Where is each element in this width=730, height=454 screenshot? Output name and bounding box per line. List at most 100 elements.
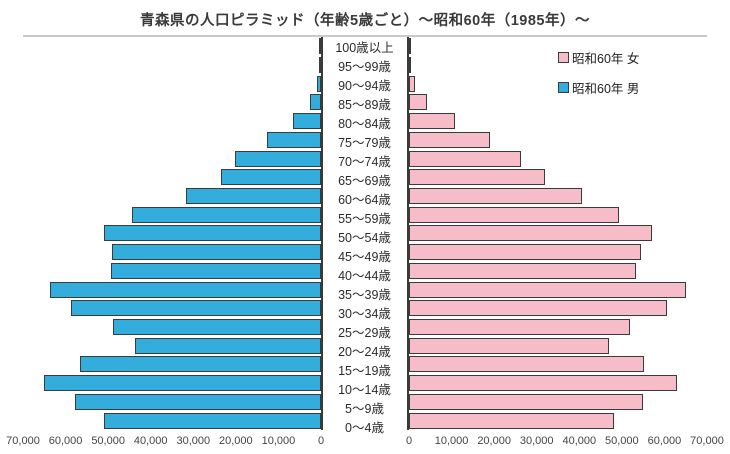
male-bar <box>131 206 321 223</box>
age-group-label: 40～44歳 <box>338 269 391 283</box>
pyramid-row-male <box>23 149 321 168</box>
pyramid-row-female <box>409 411 707 430</box>
male-bar <box>104 225 321 242</box>
female-bar <box>409 150 521 167</box>
female-bar <box>409 393 644 410</box>
pyramid-row-female <box>409 74 707 93</box>
pyramid-row-female <box>409 56 707 75</box>
female-bar <box>409 319 631 336</box>
x-axis-tick-label-right: 30,000 <box>519 435 554 447</box>
male-bar <box>134 337 321 354</box>
x-axis-tick-label-left: 10,000 <box>261 435 296 447</box>
pyramid-row-male <box>23 393 321 412</box>
x-axis-tick-label-right: 70,000 <box>690 435 724 447</box>
pyramid-row-female <box>409 355 707 374</box>
pyramid-row-male <box>23 336 321 355</box>
x-axis-tick-label-right: 50,000 <box>605 435 639 447</box>
age-group-label: 45～49歳 <box>338 250 391 264</box>
x-axis-tick-label-right: 20,000 <box>477 435 511 447</box>
male-bar <box>49 281 321 298</box>
pyramid-row-female <box>409 262 707 281</box>
age-group-label: 80～84歳 <box>338 117 391 131</box>
pyramid-row-male <box>23 56 321 75</box>
pyramid-row-female <box>409 280 707 299</box>
pyramid-row-male <box>23 168 321 187</box>
pyramid-row-female <box>409 318 707 337</box>
age-group-label: 65～69歳 <box>338 174 391 188</box>
chart-title: 青森県の人口ピラミッド（年齢5歳ごと）～昭和60年（1985年）～ <box>140 13 590 29</box>
pyramid-row-female <box>409 336 707 355</box>
male-bar <box>112 319 321 336</box>
x-axis-tick-label-left: 50,000 <box>91 435 125 447</box>
pyramid-row-female <box>409 187 707 206</box>
pyramid-row-female <box>409 224 707 243</box>
pyramid-row-male <box>23 205 321 224</box>
pyramid-row-female <box>409 112 707 131</box>
male-bar <box>74 393 321 410</box>
age-group-label: 100歳以上 <box>335 41 394 55</box>
age-group-label: 60～64歳 <box>338 193 391 207</box>
age-labels-column: 100歳以上 95～99歳 90～94歳 85～89歳 80～84歳 75～79歳 70～7… <box>322 37 407 435</box>
male-bars-panel <box>23 37 321 430</box>
age-group-label: 30～34歳 <box>338 307 391 321</box>
plot-top-border <box>23 35 707 37</box>
female-zero-axis-line <box>407 37 409 430</box>
male-bar <box>111 244 321 261</box>
female-bar <box>409 206 620 223</box>
legend: 昭和60年 女 昭和60年 男 <box>558 51 639 111</box>
pyramid-row-male <box>23 374 321 393</box>
pyramid-row-female <box>409 374 707 393</box>
female-swatch-icon <box>558 52 569 63</box>
age-group-label: 35～39歳 <box>338 288 391 302</box>
age-group-label: 50～54歳 <box>338 231 391 245</box>
female-bar <box>409 131 491 148</box>
female-bars-panel <box>409 37 707 430</box>
x-axis-tick-label-left: 60,000 <box>48 435 83 447</box>
male-bar <box>319 57 321 74</box>
legend-label-female: 昭和60年 女 <box>572 52 640 66</box>
pyramid-row-male <box>23 93 321 112</box>
male-bar <box>310 94 321 111</box>
female-bar <box>409 337 609 354</box>
age-group-label: 90～94歳 <box>338 79 391 93</box>
female-bar <box>409 113 455 130</box>
female-bar <box>409 169 545 186</box>
x-axis-tick-label-right: 10,000 <box>434 435 469 447</box>
age-group-label: 10～14歳 <box>338 383 391 397</box>
female-bar <box>409 262 637 279</box>
male-bar <box>293 113 321 130</box>
male-bar <box>80 356 321 373</box>
pyramid-row-female <box>409 205 707 224</box>
female-bar <box>409 75 415 92</box>
pyramid-row-male <box>23 37 321 56</box>
male-zero-axis-line <box>321 37 323 430</box>
female-bar <box>409 375 677 392</box>
pyramid-row-female <box>409 168 707 187</box>
male-bar <box>103 412 321 429</box>
age-group-label: 70～74歳 <box>338 155 391 169</box>
age-group-label: 5～9歳 <box>345 402 384 416</box>
x-axis-tick-label-left: 0 <box>317 435 325 447</box>
female-bar <box>409 94 428 111</box>
pyramid-row-male <box>23 318 321 337</box>
pyramid-row-male <box>23 131 321 150</box>
pyramid-row-female <box>409 149 707 168</box>
male-bar <box>70 300 321 317</box>
x-axis-tick-label-left: 20,000 <box>219 435 253 447</box>
x-axis: 70,000 60,000 50,000 40,000 30,000 20,000 10,0… <box>0 435 730 451</box>
age-group-label: 85～89歳 <box>338 98 391 112</box>
female-bar <box>409 281 687 298</box>
pyramid-row-male <box>23 262 321 281</box>
x-axis-tick-label-right: 40,000 <box>562 435 597 447</box>
male-bar <box>319 38 321 55</box>
female-bar <box>409 225 652 242</box>
pyramid-row-male <box>23 187 321 206</box>
female-bar <box>409 412 614 429</box>
legend-item-male: 昭和60年 男 <box>558 81 640 96</box>
pyramid-row-male <box>23 224 321 243</box>
legend-label-male: 昭和60年 男 <box>572 82 640 96</box>
x-axis-tick-label-left: 30,000 <box>176 435 211 447</box>
male-bar <box>266 131 321 148</box>
age-group-label: 20～24歳 <box>338 345 391 359</box>
